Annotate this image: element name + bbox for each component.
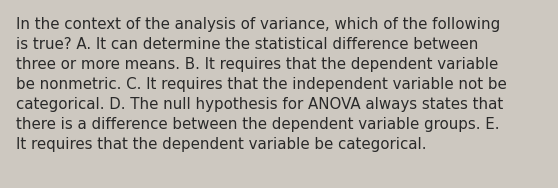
Text: In the context of the analysis of variance, which of the following
is true? A. I: In the context of the analysis of varian… bbox=[16, 17, 506, 152]
